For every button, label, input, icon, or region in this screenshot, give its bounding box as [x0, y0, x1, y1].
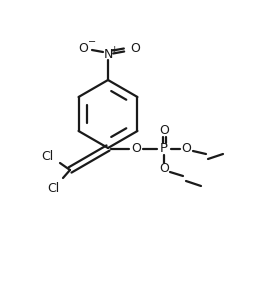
Text: P: P	[160, 142, 168, 156]
Text: O: O	[78, 43, 88, 55]
Text: O: O	[159, 163, 169, 175]
Text: +: +	[110, 44, 117, 53]
Text: N: N	[103, 48, 113, 60]
Text: O: O	[159, 124, 169, 136]
Text: Cl: Cl	[47, 182, 59, 194]
Text: −: −	[88, 37, 96, 47]
Text: O: O	[181, 142, 191, 156]
Text: O: O	[130, 43, 140, 55]
Text: O: O	[131, 142, 141, 156]
Text: Cl: Cl	[41, 150, 53, 163]
